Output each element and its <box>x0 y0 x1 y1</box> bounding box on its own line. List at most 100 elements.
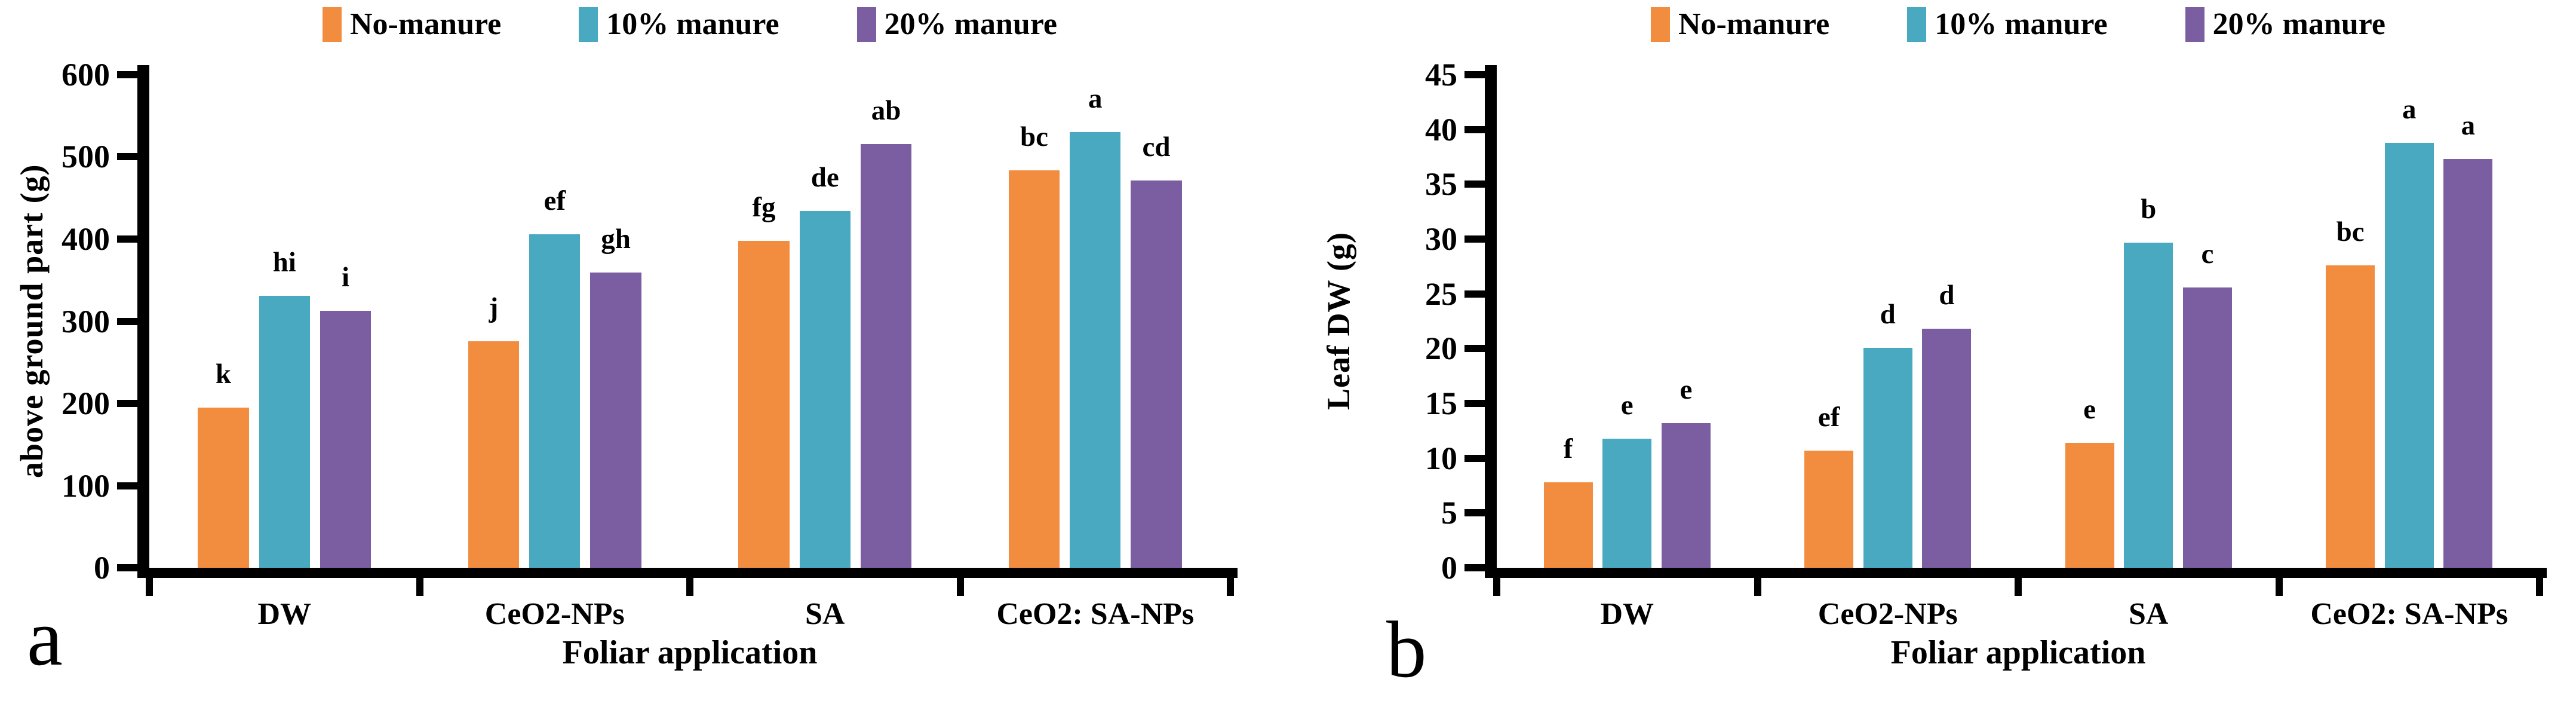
y-tick <box>1464 290 1486 298</box>
significance-letter: gh <box>601 224 631 255</box>
significance-letter: b <box>2141 193 2157 225</box>
category-label: DW <box>257 597 312 631</box>
y-tick <box>117 153 139 161</box>
legend: No-manure 10% manure 20% manure <box>1650 7 2385 42</box>
legend-item: 10% manure <box>579 7 779 42</box>
y-tick <box>117 317 139 325</box>
x-tick <box>146 578 153 596</box>
bar-orange <box>738 240 790 568</box>
legend-swatch-icon <box>2185 7 2205 42</box>
y-tick-label: 15 <box>1425 385 1457 421</box>
y-tick-label: 5 <box>1441 495 1457 531</box>
y-tick-label: 100 <box>62 467 110 504</box>
bar-purple <box>320 310 371 568</box>
bar-purple <box>1661 423 1711 568</box>
plot-area: 0 100 200 300 400 500 600 DW k hi i CeO2-NPs j ef gh SA… <box>62 59 1238 630</box>
x-tick <box>1227 578 1234 596</box>
bar-teal <box>1602 438 1652 568</box>
legend: No-manure 10% manure 20% manure <box>322 7 1057 42</box>
legend-item: No-manure <box>1650 7 1830 42</box>
panel-b: No-manure 10% manure 20% manure Leaf DW (g… <box>1288 0 2575 716</box>
y-tick-label: 30 <box>1425 221 1457 257</box>
y-tick-label: 20 <box>1425 331 1457 367</box>
significance-letter: ab <box>871 94 901 126</box>
y-tick <box>117 399 139 407</box>
y-tick-label: 200 <box>62 385 110 421</box>
y-tick <box>1464 454 1486 462</box>
x-axis-line <box>137 568 1238 578</box>
bar-purple <box>860 143 912 568</box>
bar-teal <box>799 211 851 568</box>
legend-item: No-manure <box>322 7 502 42</box>
category-label: CeO2-NPs <box>484 597 625 631</box>
significance-letter: fg <box>752 191 776 223</box>
y-tick-label: 45 <box>1425 57 1457 93</box>
legend-item: 20% manure <box>2185 7 2385 42</box>
legend-item: 20% manure <box>856 7 1057 42</box>
y-tick-label: 0 <box>1441 550 1457 586</box>
bar-teal <box>2124 242 2173 568</box>
panel-letter: b <box>1386 605 1427 694</box>
significance-letter: a <box>2402 93 2417 125</box>
significance-letter: hi <box>272 246 296 278</box>
significance-letter: c <box>2201 238 2214 270</box>
bar-purple <box>1131 180 1182 568</box>
plot-area: 0 5 10 15 20 25 30 35 40 45 DW f e e CeO2-NPs ef d d SA e b c… <box>1425 59 2547 630</box>
significance-letter: j <box>489 292 499 323</box>
legend-swatch-icon <box>1650 7 1670 42</box>
bar-teal <box>259 295 310 568</box>
significance-letter: a <box>1088 83 1103 115</box>
y-tick <box>117 482 139 489</box>
bar-teal <box>1863 347 1912 568</box>
y-axis-title: Leaf DW (g) <box>1321 232 1356 411</box>
category-label: CeO2: SA-NPs <box>996 597 1195 631</box>
y-tick <box>1464 345 1486 353</box>
y-axis-title: above ground part (g) <box>14 164 50 479</box>
panel-a: No-manure 10% manure 20% manure above grou… <box>14 7 1238 678</box>
significance-letter: bc <box>1020 121 1048 152</box>
x-tick <box>416 578 423 596</box>
y-tick-label: 0 <box>94 550 110 586</box>
x-axis-title: Foliar application <box>1890 634 2146 671</box>
legend-label: No-manure <box>349 7 502 41</box>
bar-orange <box>1008 170 1060 568</box>
y-tick <box>1464 235 1486 243</box>
significance-letter: cd <box>1142 131 1171 163</box>
x-tick <box>1493 578 1500 596</box>
x-tick <box>2275 578 2283 596</box>
x-axis-line <box>1485 568 2547 578</box>
significance-letter: f <box>1563 433 1573 464</box>
bar-purple <box>1922 329 1972 568</box>
significance-letter: d <box>1939 280 1955 311</box>
x-tick <box>1754 578 1761 596</box>
bar-purple <box>2182 287 2232 568</box>
significance-letter: ef <box>1817 401 1840 433</box>
y-tick <box>1464 509 1486 517</box>
category-label: SA <box>2129 597 2169 631</box>
bar-orange <box>198 407 249 568</box>
y-tick <box>1464 180 1486 188</box>
x-tick <box>686 578 693 596</box>
category-label: SA <box>805 597 845 631</box>
legend-swatch-icon <box>579 7 598 42</box>
legend-swatch-icon <box>1907 7 1927 42</box>
significance-letter: e <box>1620 389 1634 421</box>
legend-label: 10% manure <box>1935 7 2108 41</box>
category-label: CeO2: SA-NPs <box>2310 597 2509 631</box>
y-tick-label: 600 <box>62 57 110 93</box>
legend-label: No-manure <box>1678 7 1830 41</box>
y-axis-line <box>137 65 149 568</box>
significance-letter: e <box>2083 394 2096 425</box>
significance-letter: e <box>1680 374 1693 405</box>
y-tick-label: 10 <box>1425 440 1457 476</box>
y-tick <box>1464 126 1486 133</box>
y-tick <box>117 235 139 243</box>
y-tick <box>1464 564 1486 571</box>
legend-label: 20% manure <box>2212 7 2386 41</box>
y-tick-label: 25 <box>1425 276 1457 312</box>
x-axis-title: Foliar application <box>562 634 818 671</box>
category-label: CeO2-NPs <box>1817 597 1958 631</box>
bar-purple <box>2443 159 2493 568</box>
y-tick <box>117 71 139 78</box>
